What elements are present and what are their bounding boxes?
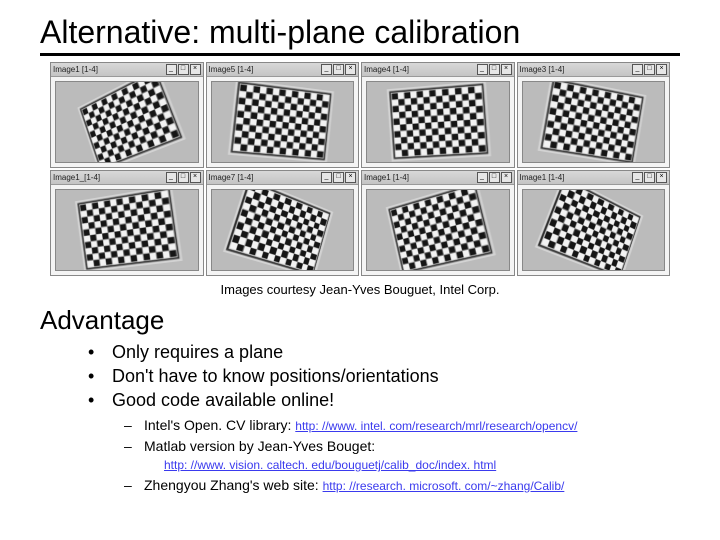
minimize-icon[interactable]: _ [166, 172, 177, 183]
tile-title-bar: Image5 [1-4] _ □ × [207, 63, 359, 77]
calib-image-tile: Image1 [1-4] _ □ × [361, 170, 515, 276]
tile-title-bar: Image1_[1-4] _ □ × [51, 171, 203, 185]
checker-preview [522, 81, 666, 163]
tile-body [362, 77, 514, 167]
tile-body [51, 185, 203, 275]
minimize-icon[interactable]: _ [321, 172, 332, 183]
sub-text: Zhengyou Zhang's web site: [144, 477, 323, 493]
checker-preview [55, 189, 199, 271]
minimize-icon[interactable]: _ [321, 64, 332, 75]
maximize-icon[interactable]: □ [644, 64, 655, 75]
close-icon[interactable]: × [656, 172, 667, 183]
tile-title-label: Image1_[1-4] [53, 173, 165, 182]
resource-link[interactable]: http: //www. intel. com/research/mrl/res… [295, 419, 577, 433]
tile-title-label: Image3 [1-4] [520, 65, 632, 74]
tile-body [518, 77, 670, 167]
maximize-icon[interactable]: □ [178, 172, 189, 183]
calib-image-tile: Image4 [1-4] _ □ × [361, 62, 515, 168]
maximize-icon[interactable]: □ [333, 172, 344, 183]
maximize-icon[interactable]: □ [333, 64, 344, 75]
tile-title-bar: Image1 [1-4] _ □ × [518, 171, 670, 185]
calib-image-tile: Image3 [1-4] _ □ × [517, 62, 671, 168]
checker-preview [366, 81, 510, 163]
tile-body [51, 77, 203, 167]
resource-link[interactable]: http: //www. vision. caltech. edu/bougue… [164, 458, 496, 472]
close-icon[interactable]: × [190, 64, 201, 75]
tile-body [518, 185, 670, 275]
close-icon[interactable]: × [345, 64, 356, 75]
sub-list-item: Zhengyou Zhang's web site: http: //resea… [124, 477, 680, 493]
tile-body [362, 185, 514, 275]
maximize-icon[interactable]: □ [644, 172, 655, 183]
list-item: Only requires a plane [88, 342, 680, 363]
tile-title-bar: Image4 [1-4] _ □ × [362, 63, 514, 77]
sub-list-item: Matlab version by Jean-Yves Bouget: http… [124, 438, 680, 472]
checker-preview [211, 81, 355, 163]
tile-title-label: Image1 [1-4] [364, 173, 476, 182]
calib-image-tile: Image1_[1-4] _ □ × [50, 170, 204, 276]
calib-image-tile: Image1 [1-4] _ □ × [50, 62, 204, 168]
advantage-list: Only requires a plane Don't have to know… [88, 342, 680, 411]
slide-title: Alternative: multi-plane calibration [40, 14, 680, 51]
tile-title-bar: Image7 [1-4] _ □ × [207, 171, 359, 185]
calib-image-tile: Image5 [1-4] _ □ × [206, 62, 360, 168]
minimize-icon[interactable]: _ [477, 172, 488, 183]
close-icon[interactable]: × [501, 64, 512, 75]
minimize-icon[interactable]: _ [166, 64, 177, 75]
minimize-icon[interactable]: _ [632, 172, 643, 183]
checker-preview [366, 189, 510, 271]
maximize-icon[interactable]: □ [178, 64, 189, 75]
maximize-icon[interactable]: □ [489, 64, 500, 75]
close-icon[interactable]: × [501, 172, 512, 183]
tile-title-label: Image7 [1-4] [209, 173, 321, 182]
sub-text: Intel's Open. CV library: [144, 417, 295, 433]
advantage-heading: Advantage [40, 305, 680, 336]
list-item: Good code available online! [88, 390, 680, 411]
close-icon[interactable]: × [345, 172, 356, 183]
close-icon[interactable]: × [656, 64, 667, 75]
sub-text: Matlab version by Jean-Yves Bouget: [144, 438, 375, 454]
sub-list-item: Intel's Open. CV library: http: //www. i… [124, 417, 680, 433]
tile-title-bar: Image1 [1-4] _ □ × [51, 63, 203, 77]
tile-title-label: Image5 [1-4] [209, 65, 321, 74]
checker-preview [522, 189, 666, 271]
close-icon[interactable]: × [190, 172, 201, 183]
tile-title-bar: Image3 [1-4] _ □ × [518, 63, 670, 77]
tile-title-bar: Image1 [1-4] _ □ × [362, 171, 514, 185]
minimize-icon[interactable]: _ [632, 64, 643, 75]
maximize-icon[interactable]: □ [489, 172, 500, 183]
tile-body [207, 185, 359, 275]
image-grid: Image1 [1-4] _ □ × Image5 [1-4] _ □ × [40, 62, 680, 276]
sub-list: Intel's Open. CV library: http: //www. i… [124, 417, 680, 493]
tile-body [207, 77, 359, 167]
calib-image-tile: Image1 [1-4] _ □ × [517, 170, 671, 276]
title-rule [40, 53, 680, 56]
tile-title-label: Image1 [1-4] [520, 173, 632, 182]
checker-preview [55, 81, 199, 163]
tile-title-label: Image1 [1-4] [53, 65, 165, 74]
tile-title-label: Image4 [1-4] [364, 65, 476, 74]
calib-image-tile: Image7 [1-4] _ □ × [206, 170, 360, 276]
checker-preview [211, 189, 355, 271]
image-caption: Images courtesy Jean-Yves Bouguet, Intel… [40, 282, 680, 297]
resource-link[interactable]: http: //research. microsoft. com/~zhang/… [323, 479, 565, 493]
minimize-icon[interactable]: _ [477, 64, 488, 75]
list-item: Don't have to know positions/orientation… [88, 366, 680, 387]
